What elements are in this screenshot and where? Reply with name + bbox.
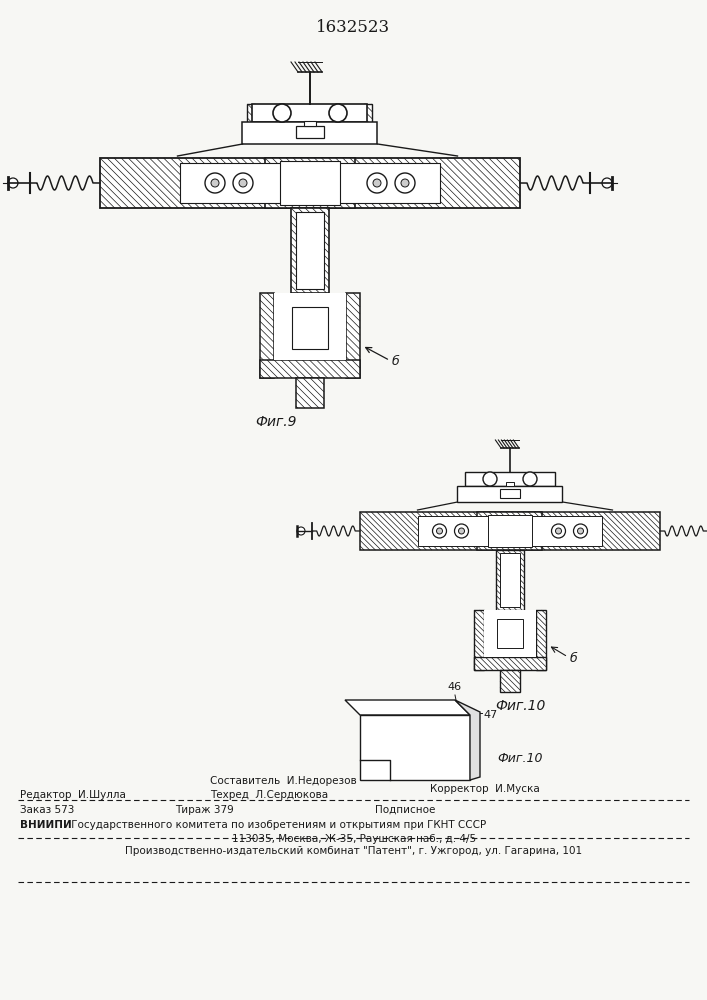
Bar: [280, 161, 340, 205]
Text: Производственно-издательский комбинат "Патент", г. Ужгород, ул. Гагарина, 101: Производственно-издательский комбинат "П…: [125, 846, 583, 856]
Bar: [500, 670, 520, 692]
Circle shape: [395, 173, 415, 193]
Text: Государственного комитета по изобретениям и открытиям при ГКНТ СССР: Государственного комитета по изобретения…: [68, 820, 486, 830]
Circle shape: [273, 104, 291, 122]
Text: Фиг.10: Фиг.10: [497, 752, 543, 765]
Bar: [296, 212, 324, 289]
Bar: [465, 472, 555, 486]
Text: Корректор  И.Муска: Корректор И.Муска: [430, 784, 539, 794]
Circle shape: [578, 528, 583, 534]
Text: ВНИИПИ: ВНИИПИ: [20, 820, 71, 830]
Bar: [285, 303, 335, 353]
Polygon shape: [455, 700, 480, 780]
Bar: [247, 104, 255, 130]
Bar: [492, 616, 528, 651]
Bar: [536, 610, 546, 670]
Circle shape: [573, 524, 588, 538]
Text: Подписное: Подписное: [375, 805, 436, 815]
Bar: [506, 482, 514, 486]
Bar: [474, 657, 546, 670]
Circle shape: [433, 524, 447, 538]
Bar: [346, 293, 360, 378]
Bar: [243, 122, 378, 144]
Text: Редактор  И.Шулла: Редактор И.Шулла: [20, 790, 126, 800]
Circle shape: [436, 528, 443, 534]
Circle shape: [401, 179, 409, 187]
Bar: [260, 293, 274, 378]
Bar: [457, 486, 563, 502]
Circle shape: [329, 104, 347, 122]
Polygon shape: [360, 715, 470, 780]
Text: б: б: [570, 652, 578, 664]
Text: Заказ 573: Заказ 573: [20, 805, 74, 815]
Circle shape: [483, 472, 497, 486]
Bar: [274, 293, 346, 360]
Circle shape: [373, 179, 381, 187]
Bar: [484, 610, 536, 657]
Bar: [296, 378, 324, 408]
Text: Фиг.10: Фиг.10: [495, 699, 545, 713]
Circle shape: [459, 528, 464, 534]
Bar: [180, 163, 440, 203]
Bar: [304, 121, 316, 126]
Circle shape: [551, 524, 566, 538]
Bar: [477, 512, 542, 550]
Circle shape: [523, 472, 537, 486]
Bar: [260, 360, 360, 378]
Text: 1632523: 1632523: [316, 19, 390, 36]
Bar: [365, 104, 373, 130]
Bar: [291, 208, 329, 293]
Circle shape: [8, 178, 18, 188]
Bar: [496, 550, 524, 610]
Bar: [296, 126, 324, 138]
Bar: [500, 553, 520, 607]
Polygon shape: [345, 700, 470, 715]
Circle shape: [297, 527, 305, 535]
Circle shape: [556, 528, 561, 534]
Bar: [292, 307, 328, 349]
Bar: [100, 158, 520, 208]
Bar: [360, 512, 660, 550]
Bar: [500, 489, 520, 498]
Bar: [252, 104, 368, 122]
Text: 46: 46: [448, 682, 462, 692]
Bar: [488, 515, 532, 547]
Circle shape: [455, 524, 469, 538]
Text: 47: 47: [483, 710, 497, 720]
Bar: [265, 158, 355, 208]
Bar: [474, 610, 484, 670]
Text: Фиг.9: Фиг.9: [255, 415, 296, 429]
Bar: [497, 619, 523, 648]
Text: б: б: [392, 355, 399, 368]
Circle shape: [367, 173, 387, 193]
Text: 113035, Москва, Ж-35, Раушская наб., д. 4/5: 113035, Москва, Ж-35, Раушская наб., д. …: [232, 834, 476, 844]
Circle shape: [602, 178, 612, 188]
Bar: [418, 516, 602, 546]
Circle shape: [211, 179, 219, 187]
Text: Техред  Л.Сердюкова: Техред Л.Сердюкова: [210, 790, 328, 800]
Text: Составитель  И.Недорезов: Составитель И.Недорезов: [210, 776, 357, 786]
Circle shape: [239, 179, 247, 187]
Text: Тираж 379: Тираж 379: [175, 805, 234, 815]
Circle shape: [205, 173, 225, 193]
Circle shape: [233, 173, 253, 193]
